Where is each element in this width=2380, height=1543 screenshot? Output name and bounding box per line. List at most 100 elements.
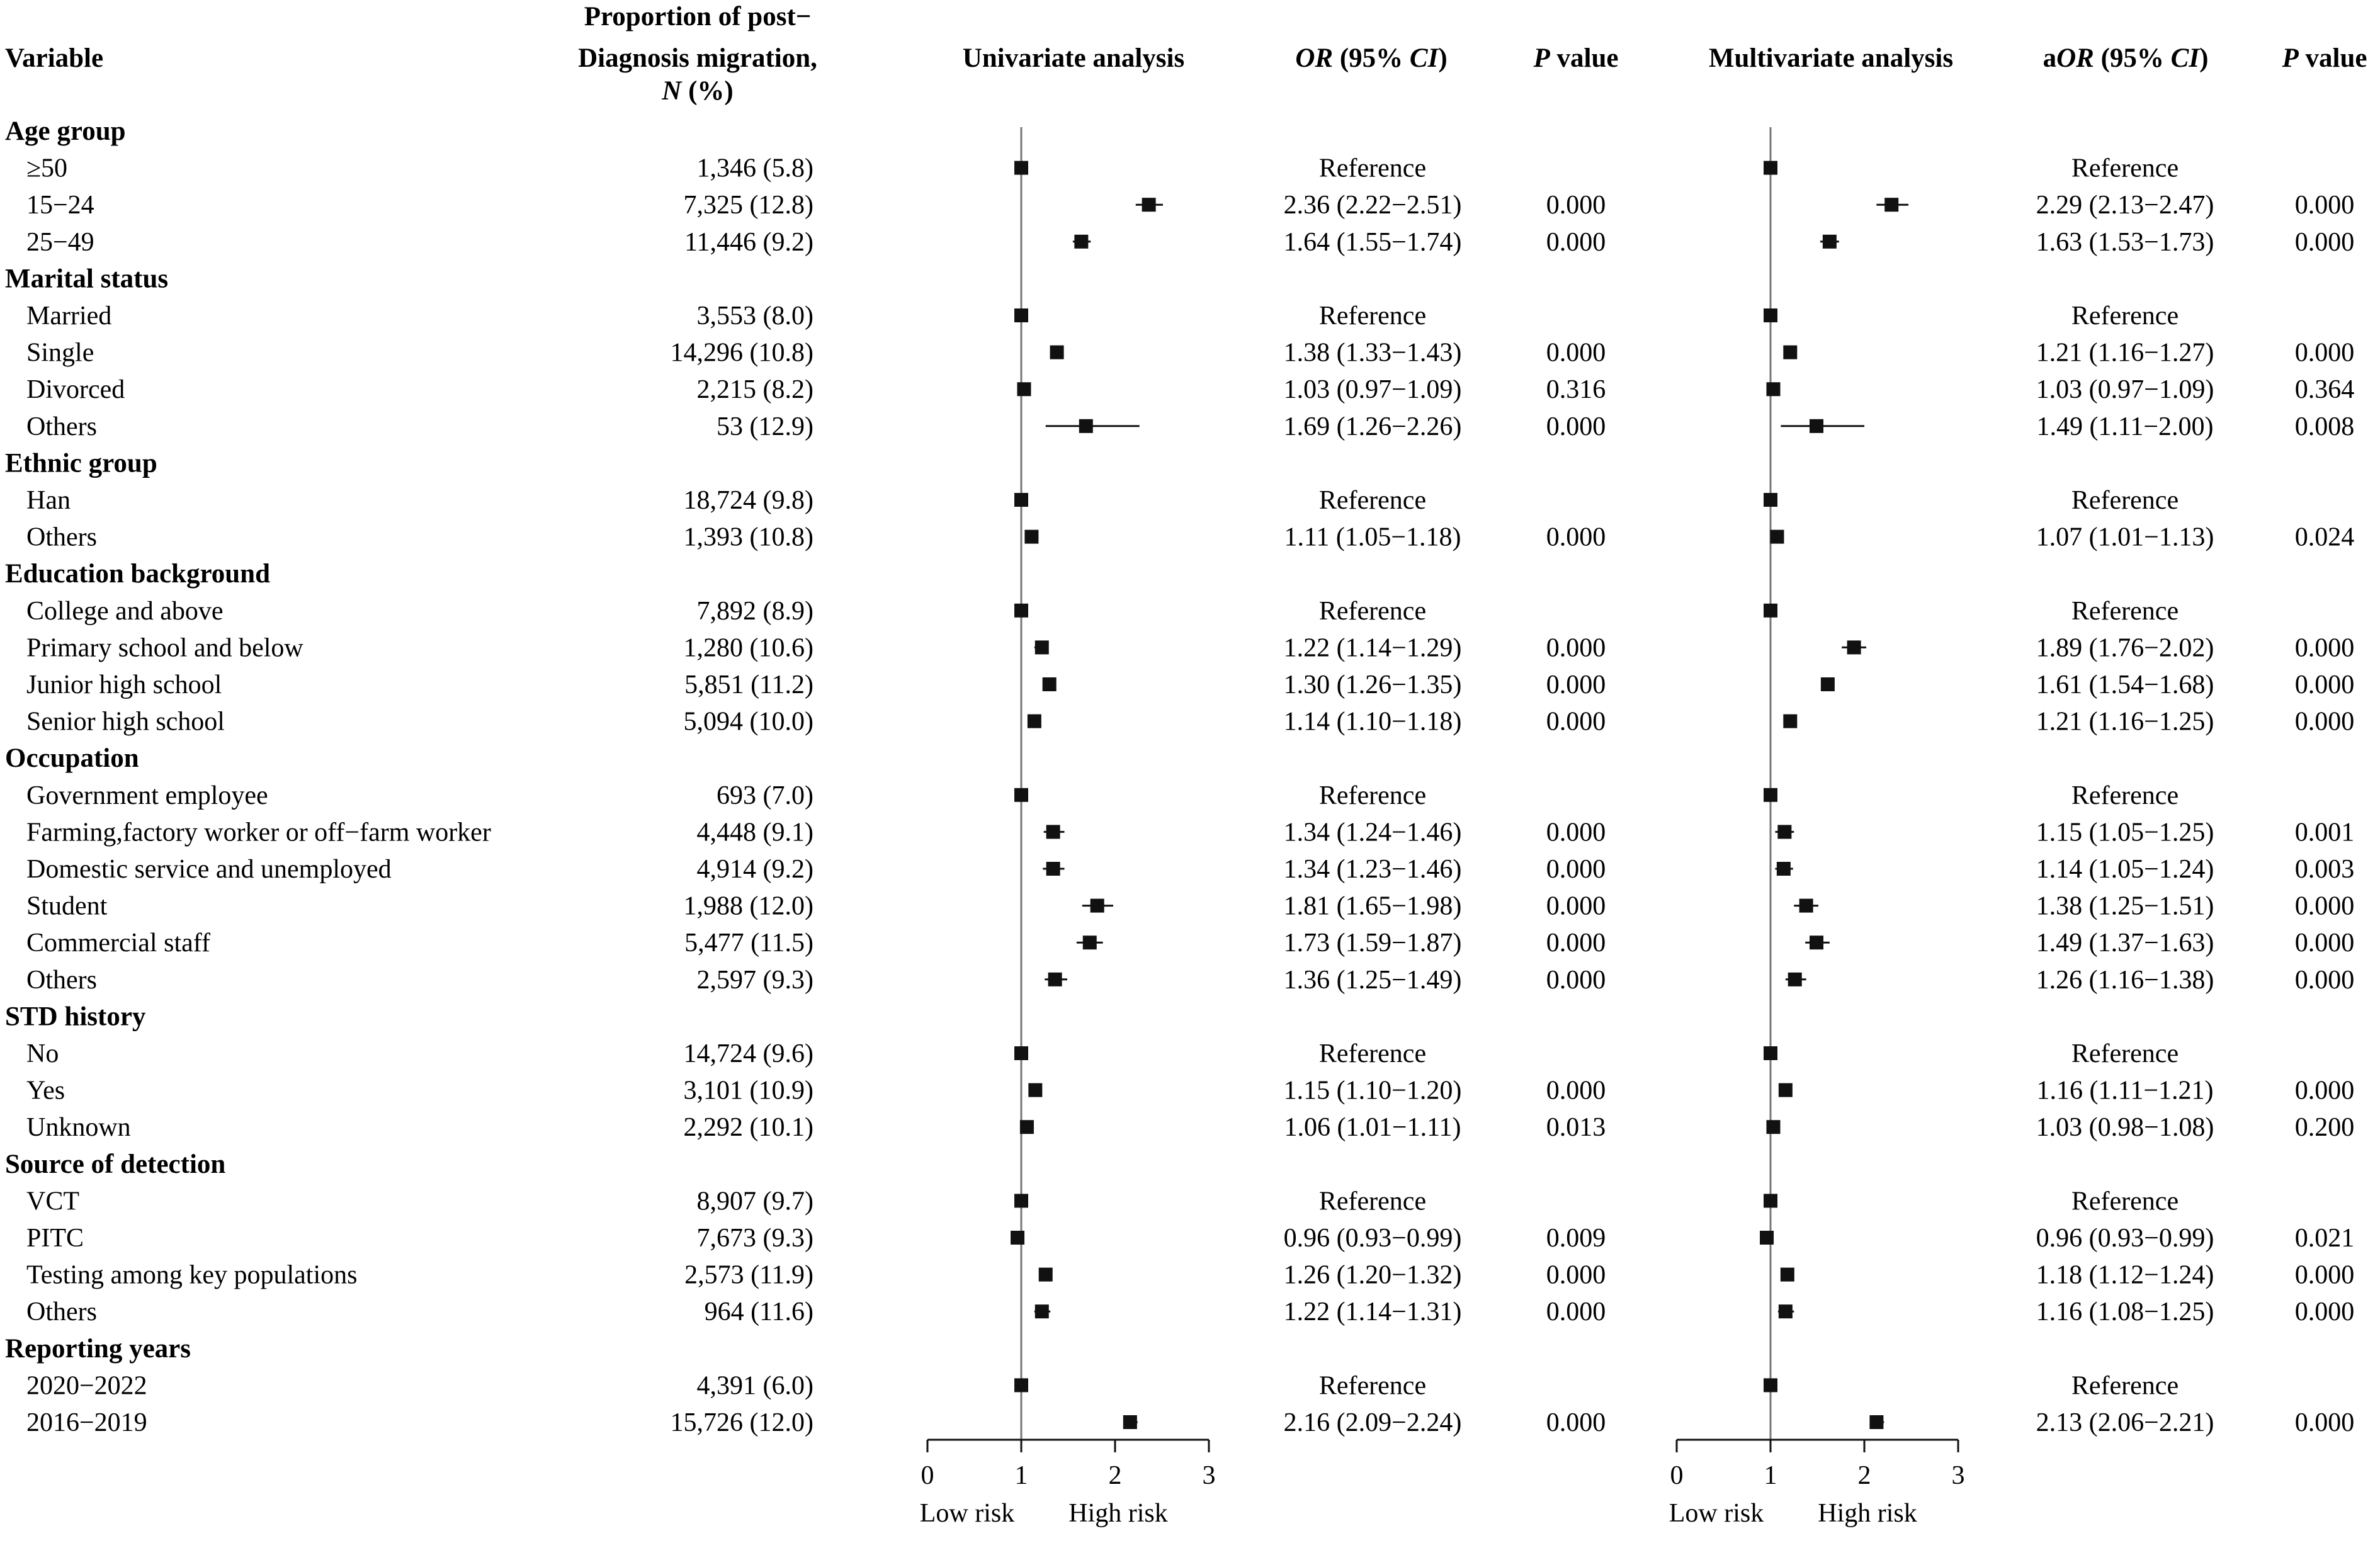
row-label: Junior high school bbox=[26, 670, 222, 699]
adjusted-p-value: 0.000 bbox=[2295, 228, 2355, 257]
estimate-marker bbox=[1869, 1415, 1884, 1429]
row-proportion: 964 (11.6) bbox=[705, 1297, 813, 1326]
table-row: Junior high school 5,851 (11.2) 1.30 (1.26… bbox=[26, 670, 2354, 699]
row-proportion: 14,296 (10.8) bbox=[671, 339, 813, 368]
table-row: Yes 3,101 (10.9) 1.15 (1.10−1.20) 0.000 1.16… bbox=[26, 1077, 2354, 1105]
estimate-marker bbox=[1079, 419, 1093, 433]
row-proportion: 7,325 (12.8) bbox=[684, 191, 813, 220]
or-ci-value: 2.36 (2.22−2.51) bbox=[1284, 191, 1462, 220]
aor-reference: Reference bbox=[2071, 1039, 2179, 1068]
low-risk-label: Low risk bbox=[1669, 1499, 1764, 1528]
table-row: Others 53 (12.9) 1.69 (1.26−2.26) 0.000 1.49… bbox=[26, 412, 2354, 441]
adjusted-p-value: 0.000 bbox=[2295, 1297, 2355, 1326]
estimate-marker bbox=[1847, 640, 1861, 655]
estimate-marker bbox=[1014, 603, 1028, 618]
row-label: Unknown bbox=[26, 1113, 131, 1142]
or-ci-value: 1.26 (1.20−1.32) bbox=[1284, 1261, 1462, 1290]
aor-ci-value: 0.96 (0.93−0.99) bbox=[2036, 1224, 2214, 1253]
table-header: Variable Proportion of post− Diagnosis m… bbox=[5, 2, 2367, 106]
x-axis-tick-label: 1 bbox=[1015, 1461, 1028, 1490]
aor-ci-value: 1.61 (1.54−1.68) bbox=[2036, 670, 2214, 699]
estimate-marker bbox=[1019, 1120, 1034, 1134]
multivariate-plot-panel: 0 1 2 3 Low risk High risk bbox=[1669, 127, 1965, 1528]
row-label: Others bbox=[26, 966, 97, 995]
or-reference: Reference bbox=[1319, 1371, 1426, 1400]
table-row: Han 18,724 (9.8) Reference Reference bbox=[26, 486, 2179, 515]
p-value: 0.000 bbox=[1546, 228, 1606, 257]
or-ci-value: 0.96 (0.93−0.99) bbox=[1284, 1224, 1462, 1253]
row-label: Primary school and below bbox=[26, 633, 303, 662]
aor-ci-value: 1.21 (1.16−1.25) bbox=[2036, 708, 2214, 737]
estimate-marker bbox=[1042, 677, 1057, 691]
row-label: Single bbox=[26, 339, 94, 368]
adjusted-p-value: 0.000 bbox=[2295, 1077, 2355, 1105]
p-value: 0.000 bbox=[1546, 708, 1606, 737]
estimate-marker bbox=[1783, 345, 1798, 359]
estimate-marker bbox=[1766, 1120, 1781, 1134]
aor-ci-value: 1.03 (0.97−1.09) bbox=[2036, 375, 2214, 404]
p-value: 0.009 bbox=[1546, 1224, 1606, 1253]
p-value: 0.000 bbox=[1546, 855, 1606, 884]
estimate-marker bbox=[1014, 493, 1028, 507]
table-row: ≥50 1,346 (5.8) Reference Reference bbox=[26, 154, 2179, 183]
aor-reference: Reference bbox=[2071, 1371, 2179, 1400]
row-proportion: 693 (7.0) bbox=[717, 781, 813, 810]
estimate-marker bbox=[1014, 1046, 1028, 1060]
estimate-marker bbox=[1142, 198, 1156, 212]
row-label: VCT bbox=[26, 1187, 79, 1216]
row-label: College and above bbox=[26, 597, 224, 626]
table-row: Commercial staff 5,477 (11.5) 1.73 (1.59−1… bbox=[26, 929, 2354, 958]
row-proportion: 1,280 (10.6) bbox=[684, 633, 813, 662]
or-ci-value: 1.03 (0.97−1.09) bbox=[1284, 375, 1462, 404]
or-ci-value: 1.30 (1.26−1.35) bbox=[1284, 670, 1462, 699]
row-label: Student bbox=[26, 892, 108, 921]
row-proportion: 5,094 (10.0) bbox=[684, 708, 813, 737]
adjusted-p-value: 0.000 bbox=[2295, 892, 2355, 921]
x-axis-tick-label: 1 bbox=[1764, 1461, 1777, 1490]
estimate-marker bbox=[1810, 935, 1824, 950]
estimate-marker bbox=[1046, 862, 1060, 876]
row-label: 15−24 bbox=[26, 191, 94, 220]
estimate-marker bbox=[1074, 234, 1089, 249]
adjusted-p-value: 0.000 bbox=[2295, 1261, 2355, 1290]
table-row: Single 14,296 (10.8) 1.38 (1.33−1.43) 0.000… bbox=[26, 339, 2354, 368]
or-ci-value: 1.73 (1.59−1.87) bbox=[1284, 929, 1462, 958]
table-row: Divorced 2,215 (8.2) 1.03 (0.97−1.09) 0.316… bbox=[26, 375, 2354, 404]
or-ci-value: 1.38 (1.33−1.43) bbox=[1284, 339, 1462, 368]
aor-ci-value: 1.15 (1.05−1.25) bbox=[2036, 818, 2214, 847]
header-p2-italic: P bbox=[2282, 43, 2299, 73]
estimate-marker bbox=[1770, 529, 1784, 544]
table-row: Others 2,597 (9.3) 1.36 (1.25−1.49) 0.000 1.… bbox=[26, 966, 2354, 995]
or-ci-value: 1.11 (1.05−1.18) bbox=[1284, 523, 1461, 552]
p-value: 0.000 bbox=[1546, 1261, 1606, 1290]
estimate-marker bbox=[1082, 935, 1097, 950]
header-p-rest: value bbox=[1550, 43, 1619, 73]
header-or-main: OR bbox=[1295, 43, 1333, 73]
p-value: 0.000 bbox=[1546, 1297, 1606, 1326]
estimate-marker bbox=[1764, 788, 1777, 802]
or-ci-value: 1.36 (1.25−1.49) bbox=[1284, 966, 1462, 995]
estimate-marker bbox=[1764, 1046, 1777, 1060]
row-label: No bbox=[26, 1039, 59, 1068]
estimate-marker bbox=[1024, 529, 1039, 544]
aor-ci-value: 2.13 (2.06−2.21) bbox=[2036, 1408, 2214, 1437]
high-risk-label: High risk bbox=[1818, 1499, 1917, 1528]
row-label: Married bbox=[26, 302, 111, 331]
adjusted-p-value: 0.000 bbox=[2295, 191, 2355, 220]
estimate-marker bbox=[1788, 972, 1802, 986]
estimate-marker bbox=[1764, 161, 1777, 175]
group-label: STD history bbox=[5, 1002, 146, 1031]
or-ci-value: 2.16 (2.09−2.24) bbox=[1284, 1408, 1462, 1437]
estimate-marker bbox=[1766, 382, 1781, 397]
estimate-marker bbox=[1783, 714, 1798, 728]
univariate-plot-panel: 0 1 2 3 Low risk High risk bbox=[920, 127, 1216, 1528]
row-proportion: 7,892 (8.9) bbox=[697, 597, 813, 626]
p-value: 0.316 bbox=[1546, 375, 1606, 404]
row-proportion: 4,448 (9.1) bbox=[697, 818, 813, 847]
header-p-value-adjusted: P value bbox=[2282, 43, 2367, 73]
row-proportion: 2,215 (8.2) bbox=[697, 375, 813, 404]
adjusted-p-value: 0.000 bbox=[2295, 929, 2355, 958]
or-ci-value: 1.69 (1.26−2.26) bbox=[1284, 412, 1462, 441]
x-axis-tick-label: 3 bbox=[1952, 1461, 1965, 1490]
